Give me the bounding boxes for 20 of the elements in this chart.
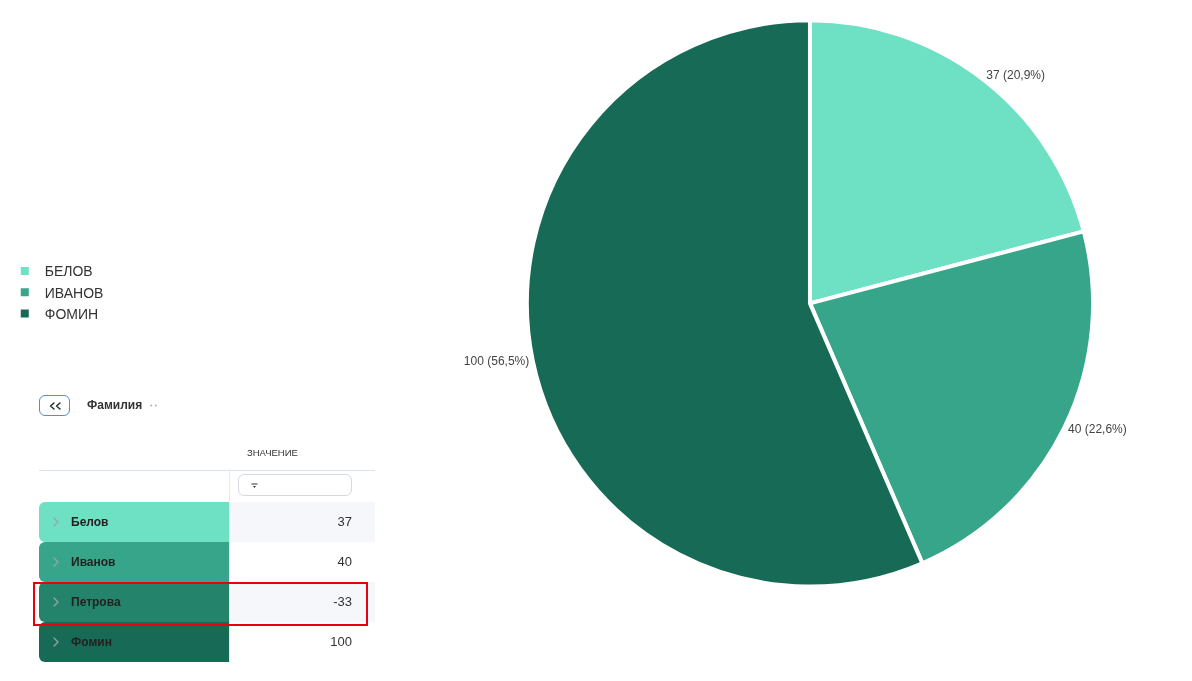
row-header-cell: Фомин [39,622,229,662]
row-header-cell: Петрова [39,582,229,622]
data-label: 40 [337,553,352,571]
text: ЗНАЧЕНИЕ [247,447,298,458]
text: Фамилия [87,398,143,412]
category-label: Фомин [71,634,112,651]
category-label: Иванов [71,554,116,571]
data-label: -33 [333,593,352,611]
row-header-cell: Белов [39,502,229,542]
legend-label: ФОМИН [44,305,99,322]
category-label: Белов [71,514,109,531]
row-header-cell: Иванов [39,542,229,582]
data-label: 37 (20,9%) [986,67,1046,82]
data-label: 100 (56,5%) [463,354,530,369]
data-label: 100 [330,633,352,651]
legend-label: БЕЛОВ [44,263,93,280]
data-label: 37 [337,513,352,531]
legend-label: ИВАНОВ [44,284,104,301]
category-label: Петрова [71,594,121,611]
data-label: 40 (22,6%) [1068,421,1127,436]
